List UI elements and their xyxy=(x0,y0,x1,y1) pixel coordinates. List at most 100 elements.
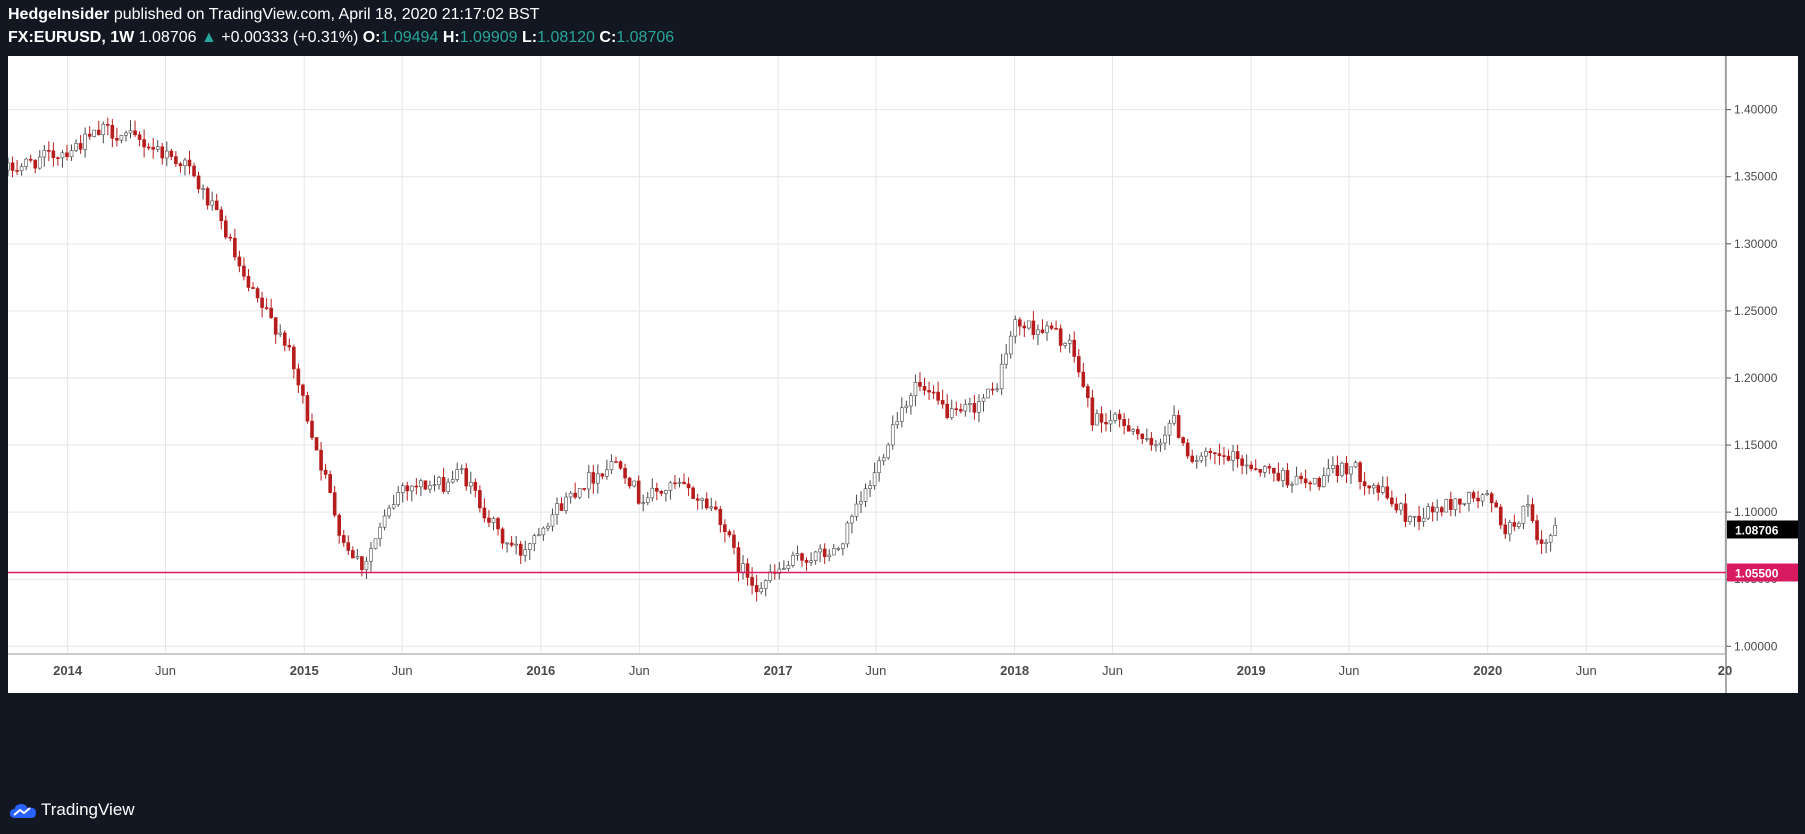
x-tick-label: Jun xyxy=(1339,663,1360,678)
candle-body xyxy=(106,123,110,126)
candle-body xyxy=(999,363,1004,390)
candle-body xyxy=(60,152,65,159)
candle-body xyxy=(741,563,745,573)
candle-body xyxy=(151,147,155,150)
candle-body xyxy=(396,492,400,505)
candle-body xyxy=(1503,524,1508,535)
candle-body xyxy=(904,405,909,409)
candle-body xyxy=(1512,522,1517,527)
candle-body xyxy=(1439,507,1444,513)
candle-body xyxy=(818,548,822,553)
time-axis[interactable] xyxy=(8,653,1726,693)
candle-body xyxy=(718,508,723,525)
candle-body xyxy=(146,146,151,149)
candle-body xyxy=(591,472,596,484)
candle-body xyxy=(423,480,428,490)
candle-body xyxy=(618,461,623,469)
candle-body xyxy=(459,468,464,470)
candle-body xyxy=(532,535,537,545)
candle-body xyxy=(405,485,410,492)
candle-body xyxy=(155,146,160,150)
candle-body xyxy=(677,481,682,484)
candle-body xyxy=(1385,486,1390,499)
candle-body xyxy=(963,404,968,412)
candle-body xyxy=(305,395,310,422)
candle-body xyxy=(255,288,260,299)
candle-body xyxy=(954,408,959,411)
symbol-name[interactable]: FX:EURUSD, 1W xyxy=(8,29,135,46)
candle-body xyxy=(1303,478,1308,484)
candle-body xyxy=(346,542,351,551)
candle-body xyxy=(1204,450,1208,457)
candle-body xyxy=(723,524,727,532)
candle-body xyxy=(301,384,305,396)
candle-body xyxy=(446,481,450,492)
candle-body xyxy=(972,403,977,413)
candle-body xyxy=(1040,329,1045,333)
candle-body xyxy=(981,397,986,402)
candle-body xyxy=(1290,483,1294,486)
candle-body xyxy=(886,444,891,459)
price-axis[interactable] xyxy=(1726,56,1798,693)
candle-body xyxy=(414,485,419,488)
x-tick-label: 2020 xyxy=(1473,663,1502,678)
candle-body xyxy=(959,409,963,412)
candle-body xyxy=(1485,493,1489,496)
tradingview-cloud-icon[interactable] xyxy=(9,801,37,821)
candle-body xyxy=(310,420,314,438)
candle-body xyxy=(1194,460,1199,462)
candle-body xyxy=(1308,482,1312,485)
plot-area[interactable] xyxy=(8,56,1726,653)
x-tick-label: 2014 xyxy=(53,663,83,678)
candle-body xyxy=(850,515,854,524)
candle-body xyxy=(609,461,614,471)
candle-body xyxy=(895,421,900,426)
tradingview-brand[interactable]: TradingView xyxy=(41,800,135,819)
price-change: +0.00333 (+0.31%) xyxy=(221,29,359,46)
candle-body xyxy=(754,585,759,593)
candle-body xyxy=(1480,494,1485,502)
candle-body xyxy=(623,467,627,479)
candle-body xyxy=(759,588,763,593)
candle-body xyxy=(1054,328,1058,330)
candle-body xyxy=(83,133,87,150)
candle-body xyxy=(450,479,455,483)
candle-body xyxy=(859,500,863,505)
candle-body xyxy=(659,490,664,494)
candle-body xyxy=(233,237,237,258)
candle-body xyxy=(800,553,804,561)
candle-body xyxy=(537,534,541,537)
candle-body xyxy=(1022,325,1027,329)
candle-body xyxy=(56,157,60,159)
candle-body xyxy=(1172,415,1176,424)
candle-body xyxy=(627,477,632,487)
candle-body xyxy=(636,480,641,504)
candle-body xyxy=(704,498,709,509)
candle-body xyxy=(496,518,500,530)
candle-body xyxy=(509,542,514,546)
y-tick-label: 1.00000 xyxy=(1734,639,1778,653)
candle-body xyxy=(813,551,818,562)
candle-body xyxy=(523,549,528,556)
candle-body xyxy=(809,560,813,563)
candle-body xyxy=(1272,467,1276,474)
candle-body xyxy=(410,485,414,492)
candle-body xyxy=(42,150,47,158)
candle-body xyxy=(242,265,246,277)
candle-body xyxy=(478,490,482,509)
candle-body xyxy=(1045,325,1049,333)
candle-body xyxy=(432,484,437,487)
candle-body xyxy=(1122,419,1126,426)
y-tick-label: 1.15000 xyxy=(1734,438,1778,452)
candle-body xyxy=(872,472,877,486)
candle-body xyxy=(332,492,337,516)
candle-body xyxy=(382,515,387,528)
candle-body xyxy=(1145,438,1149,440)
candle-body xyxy=(977,401,981,413)
x-tick-label: 2016 xyxy=(526,663,555,678)
candle-body xyxy=(949,408,954,418)
price-chart[interactable]: 1.40000 1.35000 1.30000 1.25000 1.20000 1.150… xyxy=(8,56,1798,788)
author-name[interactable]: HedgeInsider xyxy=(8,6,110,23)
candle-body xyxy=(273,317,278,335)
low-value: 1.08120 xyxy=(537,29,595,46)
